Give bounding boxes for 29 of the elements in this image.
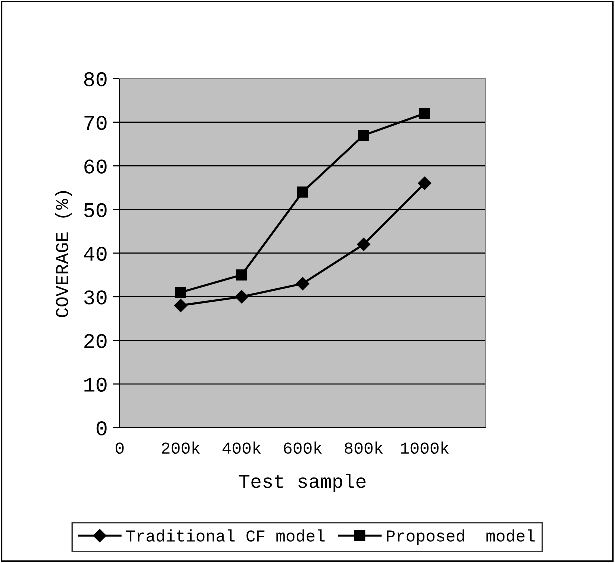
y-axis-title: COVERAGE (%) [55, 191, 72, 318]
point [174, 299, 188, 312]
y-tick-label: 30 [84, 290, 107, 305]
x-tick-label: 200k [162, 442, 200, 454]
x-tick-label: 400k [222, 442, 262, 454]
x-tick-label: 600k [284, 442, 322, 454]
point [418, 176, 432, 190]
legend-label: Proposed model [387, 530, 535, 546]
x-axis-title: Test sample [239, 474, 366, 492]
x-tick-label: 800k [344, 442, 384, 454]
point [296, 277, 310, 290]
legend-label: Traditional CF model [126, 530, 325, 542]
point [235, 290, 248, 304]
y-tick-label: 10 [84, 378, 107, 392]
point [357, 238, 370, 252]
x-tick-label: 0 [116, 442, 124, 454]
y-tick-label: 80 [84, 72, 107, 87]
y-tick-label: 60 [84, 160, 107, 174]
y-tick-label: 50 [84, 203, 107, 218]
point [175, 287, 186, 298]
point [419, 108, 430, 120]
x-tick-label: 1000k [401, 442, 450, 454]
y-tick-label: 0 [96, 421, 107, 436]
point [297, 186, 308, 198]
point [236, 270, 248, 281]
point [358, 130, 370, 142]
y-tick-label: 70 [84, 116, 107, 130]
y-tick-label: 40 [84, 246, 107, 262]
y-tick-label: 20 [84, 334, 107, 348]
